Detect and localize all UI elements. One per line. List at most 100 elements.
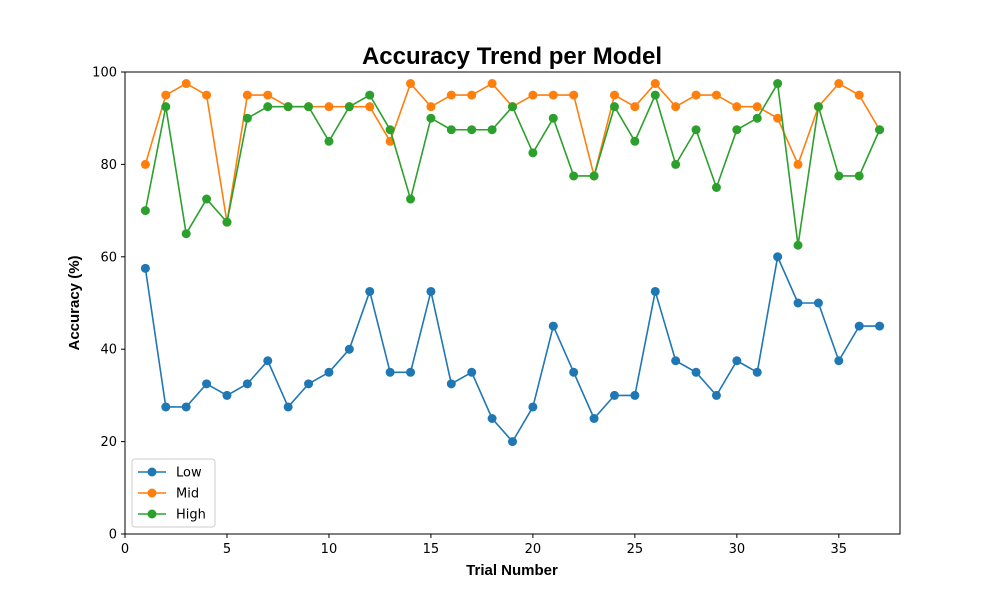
data-point xyxy=(630,136,640,146)
data-point xyxy=(875,125,885,135)
data-point xyxy=(324,136,334,146)
data-point xyxy=(813,298,823,308)
legend-marker xyxy=(147,467,157,477)
x-tick-label: 25 xyxy=(627,542,644,557)
data-point xyxy=(671,102,681,112)
data-point xyxy=(161,402,171,412)
legend-item-mid: Mid xyxy=(138,487,199,502)
y-tick-label: 40 xyxy=(100,343,117,358)
data-point xyxy=(589,414,599,423)
data-point xyxy=(609,102,619,112)
plot-area xyxy=(124,71,901,535)
data-point xyxy=(344,102,354,112)
data-point xyxy=(324,367,334,377)
data-point xyxy=(793,240,803,250)
data-point xyxy=(630,390,640,400)
data-point xyxy=(263,102,273,112)
data-point xyxy=(406,367,416,377)
data-point xyxy=(446,90,456,100)
data-point xyxy=(793,159,803,169)
data-point xyxy=(589,171,599,181)
data-point xyxy=(528,148,538,158)
data-point xyxy=(528,90,538,100)
x-tick-label: 20 xyxy=(525,542,542,557)
data-point xyxy=(467,90,477,100)
data-point xyxy=(202,194,212,204)
data-point xyxy=(242,379,252,389)
data-point xyxy=(854,171,864,181)
data-point xyxy=(365,102,375,112)
data-point xyxy=(773,79,783,89)
data-point xyxy=(875,321,885,331)
data-point xyxy=(609,390,619,400)
legend-label: Low xyxy=(176,466,202,481)
data-point xyxy=(242,113,252,123)
data-point xyxy=(140,159,150,169)
data-point xyxy=(650,90,660,100)
data-point xyxy=(691,367,701,377)
data-point xyxy=(671,356,681,366)
data-point xyxy=(548,113,558,123)
data-point xyxy=(181,402,191,412)
data-point xyxy=(263,356,273,366)
data-point xyxy=(773,252,783,262)
x-axis-label: Trial Number xyxy=(466,562,558,579)
data-point xyxy=(671,159,681,169)
data-point xyxy=(304,102,314,112)
data-point xyxy=(304,379,314,389)
data-point xyxy=(283,402,293,412)
data-point xyxy=(609,90,619,100)
data-point xyxy=(630,102,640,112)
y-tick-label: 20 xyxy=(100,435,117,450)
legend-label: Mid xyxy=(176,487,199,502)
data-point xyxy=(487,125,497,135)
data-point xyxy=(834,79,844,89)
x-tick-label: 35 xyxy=(831,542,848,557)
data-point xyxy=(854,321,864,331)
chart-title: Accuracy Trend per Model xyxy=(362,43,662,70)
x-tick-label: 30 xyxy=(729,542,746,557)
data-point xyxy=(446,125,456,135)
data-point xyxy=(181,229,191,239)
data-point xyxy=(365,90,375,100)
data-point xyxy=(406,79,416,89)
legend-marker xyxy=(147,488,157,498)
data-point xyxy=(467,367,477,377)
series-low xyxy=(140,252,885,447)
data-point xyxy=(773,113,783,123)
data-point xyxy=(508,102,517,112)
series-layer xyxy=(140,79,885,447)
data-point xyxy=(181,79,191,89)
plot-frame xyxy=(124,71,901,535)
data-point xyxy=(406,194,416,204)
data-point xyxy=(202,379,212,389)
data-point xyxy=(569,171,579,181)
data-point xyxy=(793,298,803,308)
data-point xyxy=(691,90,701,100)
data-point xyxy=(752,367,762,377)
data-point xyxy=(834,356,844,366)
data-point xyxy=(548,90,558,100)
data-point xyxy=(263,90,273,100)
legend-item-high: High xyxy=(138,508,206,523)
y-tick-label: 0 xyxy=(109,528,117,543)
data-point xyxy=(752,102,762,112)
data-point xyxy=(426,102,436,112)
data-point xyxy=(344,344,354,354)
data-point xyxy=(752,113,762,123)
data-point xyxy=(426,113,436,123)
data-point xyxy=(711,183,721,192)
data-point xyxy=(528,402,538,412)
series-mid xyxy=(140,79,885,227)
y-tick-label: 80 xyxy=(100,158,117,173)
data-point xyxy=(487,414,497,423)
data-point xyxy=(732,125,742,135)
x-tick-label: 0 xyxy=(121,542,129,557)
data-point xyxy=(834,171,844,181)
data-point xyxy=(467,125,477,135)
data-point xyxy=(487,79,497,89)
x-tick-label: 5 xyxy=(223,542,231,557)
data-point xyxy=(242,90,252,100)
data-point xyxy=(569,367,579,377)
data-point xyxy=(140,206,150,216)
